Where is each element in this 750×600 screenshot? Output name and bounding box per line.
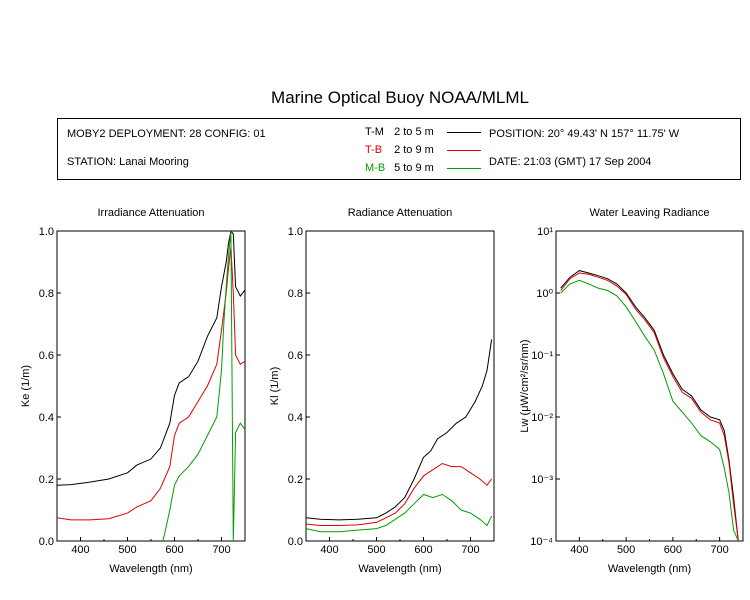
y-tick-label: 0.2 bbox=[39, 474, 54, 486]
legend-label: T-M bbox=[365, 126, 384, 138]
y-tick-label: 10⁻⁴ bbox=[530, 536, 553, 548]
y-tick-label: 0.0 bbox=[39, 536, 54, 548]
legend-swatch bbox=[447, 132, 481, 133]
info-box: MOBY2 DEPLOYMENT: 28 CONFIG: 01 STATION:… bbox=[57, 118, 741, 180]
series-line-m-b bbox=[560, 279, 739, 541]
x-tick-label: 500 bbox=[617, 544, 635, 556]
legend-item-tm: T-M 2 to 5 m bbox=[365, 126, 481, 138]
x-axis-label: Wavelength (nm) bbox=[608, 563, 691, 575]
y-tick-label: 10⁻¹ bbox=[531, 350, 553, 362]
y-tick-label: 0.8 bbox=[39, 288, 54, 300]
subplot-title: Water Leaving Radiance bbox=[589, 207, 709, 219]
subplot-title: Irradiance Attenuation bbox=[97, 207, 204, 219]
legend-label: M-B bbox=[365, 162, 386, 174]
y-tick-label: 0.0 bbox=[288, 536, 303, 548]
y-axis-label: Kl (1/m) bbox=[269, 367, 281, 406]
x-tick-label: 500 bbox=[118, 544, 136, 556]
x-tick-label: 400 bbox=[570, 544, 588, 556]
y-tick-label: 10¹ bbox=[537, 226, 553, 238]
x-axis-label: Wavelength (nm) bbox=[109, 563, 192, 575]
x-tick-label: 600 bbox=[165, 544, 183, 556]
y-tick-label: 1.0 bbox=[39, 226, 54, 238]
subplot-title: Radiance Attenuation bbox=[348, 207, 453, 219]
y-tick-label: 0.6 bbox=[39, 350, 54, 362]
legend-range: 2 to 9 m bbox=[394, 144, 434, 156]
x-axis-label: Wavelength (nm) bbox=[358, 563, 441, 575]
legend-item-mb: M-B 5 to 9 m bbox=[365, 162, 481, 174]
y-axis-label: Ke (1/m) bbox=[20, 365, 32, 407]
x-tick-label: 500 bbox=[367, 544, 385, 556]
plot-frame bbox=[56, 230, 246, 542]
legend-item-tb: T-B 2 to 9 m bbox=[365, 144, 481, 156]
series-line-t-b bbox=[306, 462, 493, 526]
legend-label: T-B bbox=[365, 144, 383, 156]
y-tick-label: 10⁰ bbox=[536, 288, 553, 300]
position-text: POSITION: 20° 49.43' N 157° 11.75' W bbox=[489, 128, 680, 140]
series-line-t-b bbox=[57, 246, 245, 521]
series-line-t-b bbox=[560, 272, 739, 541]
x-tick-label: 700 bbox=[212, 544, 230, 556]
plot-frame bbox=[305, 230, 495, 542]
deployment-text: MOBY2 DEPLOYMENT: 28 CONFIG: 01 bbox=[67, 128, 266, 140]
x-tick-label: 700 bbox=[710, 544, 728, 556]
series-line-t-m bbox=[560, 270, 739, 541]
station-text: STATION: Lanai Mooring bbox=[67, 156, 189, 168]
x-tick-label: 700 bbox=[461, 544, 479, 556]
series-line-t-m bbox=[306, 339, 493, 521]
legend-range: 2 to 5 m bbox=[394, 126, 434, 138]
legend-swatch bbox=[447, 168, 481, 169]
y-tick-label: 0.4 bbox=[39, 412, 54, 424]
x-tick-label: 400 bbox=[71, 544, 89, 556]
date-text: DATE: 21:03 (GMT) 17 Sep 2004 bbox=[489, 156, 652, 168]
y-tick-label: 0.2 bbox=[288, 474, 303, 486]
y-tick-label: 0.6 bbox=[288, 350, 303, 362]
y-tick-label: 10⁻² bbox=[531, 412, 553, 424]
chart-main-title: Marine Optical Buoy NOAA/MLML bbox=[271, 88, 529, 107]
y-tick-label: 10⁻³ bbox=[531, 474, 553, 486]
series-line-m-b bbox=[162, 231, 245, 541]
y-tick-label: 0.8 bbox=[288, 288, 303, 300]
legend-range: 5 to 9 m bbox=[394, 162, 434, 174]
legend-swatch bbox=[447, 150, 481, 151]
plot-frame bbox=[555, 230, 744, 542]
y-tick-label: 1.0 bbox=[288, 226, 303, 238]
x-tick-label: 600 bbox=[664, 544, 682, 556]
y-tick-label: 0.4 bbox=[288, 412, 303, 424]
y-axis-label: Lw (μW/cm²/sr/nm) bbox=[519, 339, 531, 432]
x-tick-label: 600 bbox=[414, 544, 432, 556]
series-line-m-b bbox=[306, 493, 493, 533]
x-tick-label: 400 bbox=[320, 544, 338, 556]
series-line-t-m bbox=[57, 231, 245, 486]
